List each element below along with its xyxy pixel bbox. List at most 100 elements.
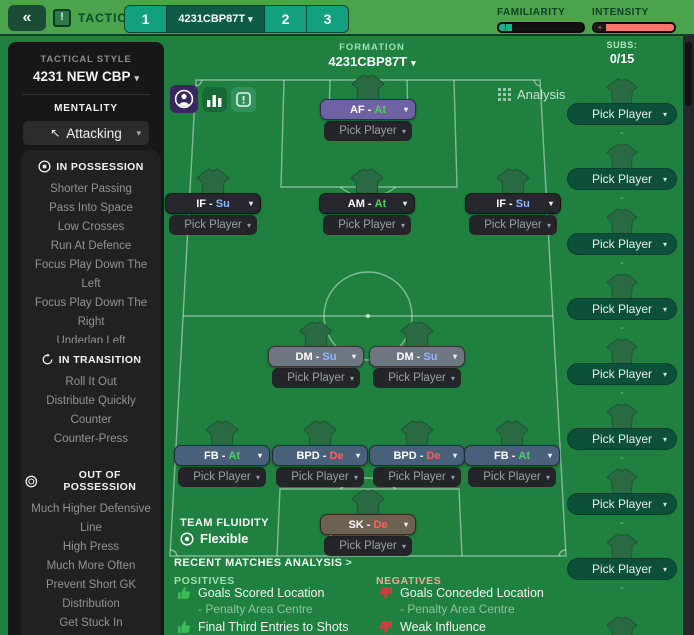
kit-view-button[interactable]: [231, 87, 256, 112]
top-bar: « ! TACTICS 1 4231CBP87T ▾ 2 3 FAMILIARIT…: [0, 0, 694, 36]
collapse-sidebar-button[interactable]: «: [8, 5, 46, 31]
formation-dropdown[interactable]: 4231CBP87T ▾: [282, 54, 462, 69]
intensity-bar: +: [592, 22, 676, 33]
tactic-tab-3[interactable]: 3: [307, 6, 348, 32]
jersey-icon: [606, 403, 638, 431]
player-card-striker: AF - At ▾ Pick Player ▾: [320, 74, 416, 141]
role-sep: -: [505, 197, 516, 210]
instruction-item: Much Higher Defensive Line: [31, 503, 151, 534]
role-dropdown[interactable]: DM - Su ▾: [369, 346, 465, 367]
pick-player-label: Pick Player: [591, 302, 653, 316]
chevron-down-icon: ▾: [546, 220, 551, 230]
role-label: DM: [295, 350, 313, 363]
analysis-button[interactable]: Analysis: [498, 87, 565, 102]
sub-slot: Pick Player ▾ -: [562, 338, 682, 399]
negative-item: Weak Influence: [379, 620, 486, 634]
intensity-icon: +: [594, 24, 606, 31]
scrollbar-thumb[interactable]: [685, 42, 692, 106]
pick-player-label: Pick Player: [591, 237, 653, 251]
role-label: IF: [196, 197, 206, 210]
role-dropdown[interactable]: SK - De ▾: [320, 514, 416, 535]
duty-label: At: [374, 103, 387, 116]
role-dropdown[interactable]: AF - At ▾: [320, 99, 416, 120]
team-fluidity-value: Flexible: [180, 531, 248, 546]
tactical-style-value: 4231 NEW CBP: [32, 69, 131, 84]
ball-icon: [38, 160, 51, 173]
role-dropdown[interactable]: BPD - De ▾: [369, 445, 465, 466]
sub-slot: [562, 616, 682, 635]
thumbs-up-icon: [178, 621, 191, 633]
pick-player-dropdown[interactable]: Pick Player ▾: [567, 428, 677, 450]
pick-player-dropdown[interactable]: Pick Player ▾: [373, 467, 461, 487]
role-sep: -: [364, 103, 375, 116]
role-dropdown[interactable]: FB - At ▾: [174, 445, 270, 466]
duty-label: At: [228, 449, 241, 462]
pick-player-label: Pick Player: [193, 471, 251, 483]
sub-placeholder-dash: -: [620, 127, 624, 139]
sub-slot: Pick Player ▾ -: [562, 273, 682, 334]
tactic-tab-1[interactable]: 1: [125, 6, 167, 32]
pick-player-dropdown[interactable]: Pick Player ▾: [323, 215, 411, 235]
subs-count: 0/15: [609, 52, 635, 66]
pick-player-dropdown[interactable]: Pick Player ▾: [567, 168, 677, 190]
pick-player-dropdown[interactable]: Pick Player ▾: [324, 536, 412, 556]
instruction-item: Pass Into Space: [49, 202, 133, 214]
tactic-tab-2[interactable]: 2: [265, 6, 307, 32]
role-dropdown[interactable]: BPD - De ▾: [272, 445, 368, 466]
pick-player-dropdown[interactable]: Pick Player ▾: [324, 121, 412, 141]
out-of-possession-section: OUT OF POSSESSION Much Higher Defensive …: [21, 459, 161, 635]
role-dropdown[interactable]: IF - Su ▾: [465, 193, 561, 214]
scrollbar[interactable]: [683, 36, 694, 635]
chevron-down-icon: ▾: [548, 199, 553, 208]
kit-icon: !: [53, 9, 71, 27]
jersey-icon: [606, 616, 638, 635]
pick-player-dropdown[interactable]: Pick Player ▾: [567, 298, 677, 320]
duty-label: De: [373, 518, 388, 531]
chevron-down-icon: ▾: [401, 541, 406, 551]
pick-player-label: Pick Player: [338, 219, 396, 231]
pick-player-dropdown[interactable]: Pick Player ▾: [567, 558, 677, 580]
mentality-dropdown[interactable]: ↖ Attacking ▾: [23, 121, 149, 145]
role-dropdown[interactable]: DM - Su ▾: [268, 346, 364, 367]
role-dropdown[interactable]: AM - At ▾: [319, 193, 415, 214]
sub-placeholder-dash: -: [620, 192, 624, 204]
chevron-down-icon: ▾: [355, 451, 360, 460]
pick-player-label: Pick Player: [591, 172, 653, 186]
pick-player-dropdown[interactable]: Pick Player ▾: [567, 363, 677, 385]
familiarity-bar: !: [497, 22, 585, 33]
fluidity-icon: [180, 531, 194, 546]
pick-player-dropdown[interactable]: Pick Player ▾: [468, 467, 556, 487]
role-dropdown[interactable]: FB - At ▾: [464, 445, 560, 466]
kit-icon: !: [499, 24, 512, 31]
chevron-down-icon: ▾: [400, 220, 405, 230]
pick-player-dropdown[interactable]: Pick Player ▾: [373, 368, 461, 388]
role-label: AM: [347, 197, 365, 210]
tactical-style-dropdown[interactable]: 4231 NEW CBP ▾: [8, 69, 164, 84]
role-dropdown[interactable]: IF - Su ▾: [165, 193, 261, 214]
pick-player-dropdown[interactable]: Pick Player ▾: [567, 103, 677, 125]
positive-item: Goals Scored Location - Penalty Area Cen…: [177, 586, 324, 616]
jersey-icon: [606, 338, 638, 366]
pick-player-dropdown[interactable]: Pick Player ▾: [169, 215, 257, 235]
role-sep: -: [218, 449, 229, 462]
sub-placeholder-dash: -: [620, 257, 624, 269]
chevron-down-icon: ▾: [545, 472, 550, 482]
tactic-name-dropdown[interactable]: 4231CBP87T ▾: [167, 6, 265, 32]
pick-player-dropdown[interactable]: Pick Player ▾: [276, 467, 364, 487]
player-view-button[interactable]: [170, 85, 198, 113]
sub-placeholder-dash: -: [620, 517, 624, 529]
sub-placeholder-dash: -: [620, 387, 624, 399]
role-label: FB: [493, 449, 509, 462]
instruction-item: High Press: [62, 541, 120, 553]
pick-player-dropdown[interactable]: Pick Player ▾: [469, 215, 557, 235]
chevron-down-icon: ▾: [662, 499, 667, 509]
stats-view-button[interactable]: [202, 87, 227, 112]
pick-player-dropdown[interactable]: Pick Player ▾: [567, 233, 677, 255]
player-card-right-winger: IF - Su ▾ Pick Player ▾: [465, 168, 561, 235]
pick-player-dropdown[interactable]: Pick Player ▾: [178, 467, 266, 487]
recent-matches-analysis-link[interactable]: RECENT MATCHES ANALYSIS >: [174, 557, 352, 569]
jersey-icon: [606, 468, 638, 496]
pick-player-dropdown[interactable]: Pick Player ▾: [272, 368, 360, 388]
instruction-item: Counter: [70, 414, 112, 426]
pick-player-dropdown[interactable]: Pick Player ▾: [567, 493, 677, 515]
